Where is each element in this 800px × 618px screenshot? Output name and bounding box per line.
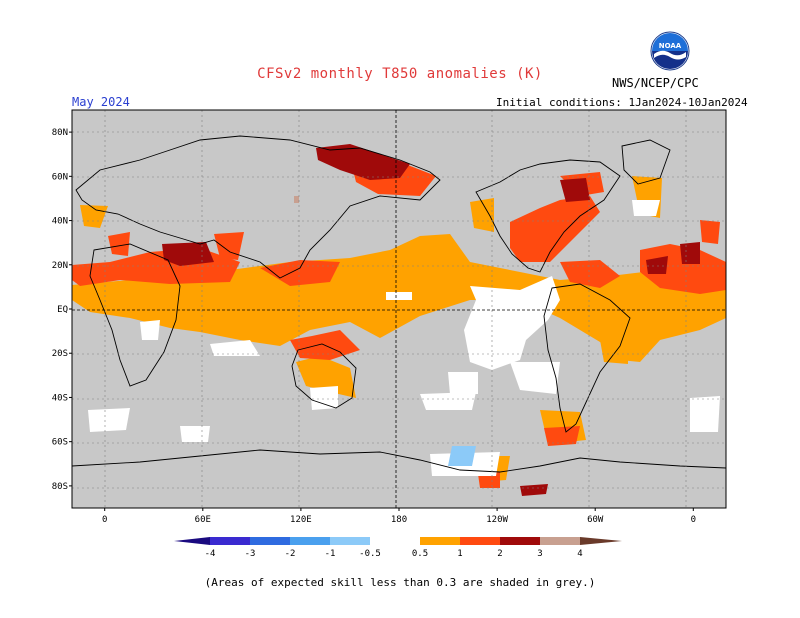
latitude-labels: 80N 60N 40N 20N EQ 20S 40S 60S 80S	[52, 128, 72, 492]
graticule	[72, 110, 726, 508]
lat-label: 80S	[52, 482, 68, 492]
colorbar-tick-label: 2	[497, 549, 502, 559]
lat-label: 60N	[52, 172, 68, 182]
colorbar-tick-label: 0.5	[412, 549, 428, 559]
lon-label: 120E	[290, 515, 312, 525]
svg-text:NOAA: NOAA	[659, 42, 682, 50]
equator-dateline	[72, 110, 726, 508]
colorbar-tick-label: -2	[285, 549, 296, 559]
lon-label: 180	[391, 515, 407, 525]
colorbar-bin-1	[210, 537, 250, 545]
noaa-logo: NOAA	[650, 31, 690, 71]
lon-label: 0	[691, 515, 696, 525]
colorbar-gt-4	[580, 537, 622, 545]
colorbar-bin-3	[290, 537, 330, 545]
coastlines	[72, 135, 726, 473]
colorbar-bin-2	[250, 537, 290, 545]
colorbar-tick-label: 1	[457, 549, 462, 559]
colorbar-tick-label: 4	[577, 549, 582, 559]
lat-label: EQ	[57, 305, 68, 315]
skill-note: (Areas of expected skill less than 0.3 a…	[204, 576, 596, 589]
lon-label: 60E	[195, 515, 211, 525]
colorbar-tick-label: -4	[205, 549, 216, 559]
lat-label: 20S	[52, 349, 68, 359]
anomaly-darkred	[162, 144, 700, 496]
colorbar: -4 -3 -2 -1 -0.5 0.5 1 2 3 4	[174, 537, 622, 559]
anomaly-lightblue	[448, 446, 476, 466]
colorbar-tick-label: 3	[537, 549, 542, 559]
initial-conditions: Initial conditions: 1Jan2024-10Jan2024	[496, 96, 748, 109]
anomaly-white	[88, 200, 720, 476]
colorbar-bin-4	[330, 537, 370, 545]
colorbar-bin-9	[540, 537, 580, 545]
forecast-month: May 2024	[72, 95, 130, 109]
lon-label: 0	[102, 515, 107, 525]
lat-label: 40S	[52, 393, 68, 403]
lat-label: 20N	[52, 261, 68, 271]
lat-label: 60S	[52, 438, 68, 448]
lon-label: 120W	[486, 515, 508, 525]
agency-label: NWS/NCEP/CPC	[612, 76, 699, 90]
colorbar-lt-4	[174, 537, 210, 545]
colorbar-bin-6	[420, 537, 460, 545]
colorbar-tick-label: -3	[245, 549, 256, 559]
longitude-labels: 0 60E 120E 180 120W 60W 0	[102, 508, 696, 525]
anomaly-tan	[294, 196, 299, 203]
colorbar-tick-label: -1	[325, 549, 336, 559]
lat-label: 80N	[52, 128, 68, 138]
colorbar-tick-label: -0.5	[359, 549, 381, 559]
lat-label: 40N	[52, 217, 68, 227]
chart-title: CFSv2 monthly T850 anomalies (K)	[257, 66, 543, 82]
lon-label: 60W	[587, 515, 604, 525]
colorbar-bin-8	[500, 537, 540, 545]
colorbar-bin-5	[370, 537, 420, 545]
colorbar-bin-7	[460, 537, 500, 545]
